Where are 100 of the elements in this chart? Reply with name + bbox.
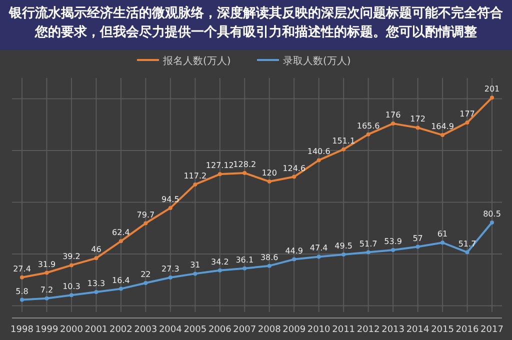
data-label: 164.9 (431, 122, 454, 132)
data-label: 46 (91, 245, 102, 254)
point (94, 256, 98, 260)
x-tick-label: 2000 (60, 325, 84, 335)
data-label: 34.2 (210, 257, 229, 266)
data-label: 39.2 (62, 252, 80, 262)
point (366, 250, 370, 254)
x-tick-label: 1999 (35, 325, 58, 335)
point (144, 221, 148, 226)
point (218, 172, 222, 176)
point (391, 122, 396, 126)
x-tick-label: 2004 (158, 325, 182, 335)
point (316, 254, 321, 259)
data-label: 165.6 (356, 121, 380, 130)
x-tick-label: 2008 (258, 325, 282, 335)
data-label: 31.9 (38, 260, 56, 269)
x-tick-label: 2012 (356, 325, 380, 335)
data-label: 27.3 (162, 264, 180, 274)
data-label: 51.7 (359, 239, 378, 248)
data-label: 49.5 (334, 242, 352, 251)
point (267, 180, 272, 184)
point (44, 296, 49, 300)
legend-label: 报名人数(万人) (162, 55, 231, 67)
data-label: 44.9 (285, 246, 304, 256)
data-label: 201 (484, 84, 500, 94)
point (490, 96, 494, 100)
data-label: 10.3 (62, 282, 80, 292)
data-label: 124.6 (282, 164, 306, 173)
data-label: 13.3 (87, 279, 106, 288)
data-label: 53.9 (384, 236, 402, 246)
data-label: 127.12 (206, 161, 234, 170)
point (342, 252, 346, 257)
data-label: 31 (190, 260, 200, 270)
point (168, 276, 172, 280)
point (316, 158, 321, 162)
point (218, 268, 222, 272)
data-label: 27.4 (13, 264, 31, 274)
point (20, 275, 24, 280)
data-label: 61 (437, 230, 448, 239)
x-tick-label: 2015 (431, 325, 454, 335)
point (118, 239, 123, 244)
point (465, 120, 470, 125)
point (168, 206, 172, 210)
point (144, 281, 148, 286)
data-label: 36.1 (236, 255, 254, 264)
point (465, 250, 470, 254)
x-tick-label: 2016 (456, 325, 479, 335)
point (69, 293, 74, 298)
point (94, 290, 98, 294)
point (366, 132, 370, 136)
point (193, 272, 198, 276)
point (342, 147, 346, 152)
point (242, 266, 247, 270)
data-label: 16.4 (112, 276, 130, 285)
x-tick-label: 2011 (332, 325, 356, 335)
data-label: 94.5 (162, 194, 180, 204)
point (69, 263, 74, 268)
x-tick-label: 2007 (233, 325, 256, 335)
x-tick-label: 2017 (480, 325, 504, 335)
data-label: 140.6 (307, 147, 330, 156)
point (292, 257, 296, 262)
data-label: 22 (140, 270, 151, 280)
data-label: 62.4 (112, 228, 130, 238)
data-label: 128.2 (233, 160, 256, 170)
data-label: 7.2 (40, 285, 54, 294)
x-tick-label: 2009 (282, 325, 306, 335)
data-label: 57 (412, 234, 423, 243)
data-label: 47.4 (310, 244, 328, 253)
point (490, 220, 494, 224)
data-label: 38.6 (260, 252, 278, 262)
data-label: 176 (385, 110, 401, 120)
x-tick-label: 2005 (184, 325, 207, 335)
point (416, 126, 420, 130)
chart-title: 银行流水揭示经济生活的微观脉络，深度解读其反映的深层次问题标题可能不完全符合您的要求，但我会尽力提供一个具有吸引力和描述性的标题。您可以酌情调整 (0, 0, 512, 50)
data-label: 120 (262, 168, 278, 178)
data-label: 117.2 (184, 171, 207, 180)
data-label: 172 (410, 114, 426, 124)
legend-label: 录取人数(万人) (283, 56, 351, 67)
point (20, 298, 24, 302)
data-label: 177 (460, 110, 475, 119)
point (118, 286, 123, 291)
x-tick-label: 2001 (84, 325, 108, 335)
point (193, 182, 198, 186)
point (267, 264, 272, 268)
data-label: 151.1 (332, 136, 356, 146)
x-tick-label: 2010 (307, 325, 331, 335)
data-label: 79.7 (136, 210, 155, 220)
x-tick-label: 2003 (134, 325, 158, 335)
point (440, 133, 445, 138)
x-tick-label: 2014 (406, 325, 430, 335)
x-tick-label: 2013 (382, 325, 405, 335)
x-tick-label: 1998 (10, 325, 34, 335)
data-label: 5.8 (16, 286, 28, 296)
point (440, 240, 445, 245)
point (416, 244, 420, 249)
point (44, 270, 49, 275)
x-tick-label: 2002 (109, 325, 132, 335)
point (391, 248, 396, 252)
data-label: 80.5 (483, 209, 501, 218)
x-tick-label: 2006 (208, 325, 232, 335)
